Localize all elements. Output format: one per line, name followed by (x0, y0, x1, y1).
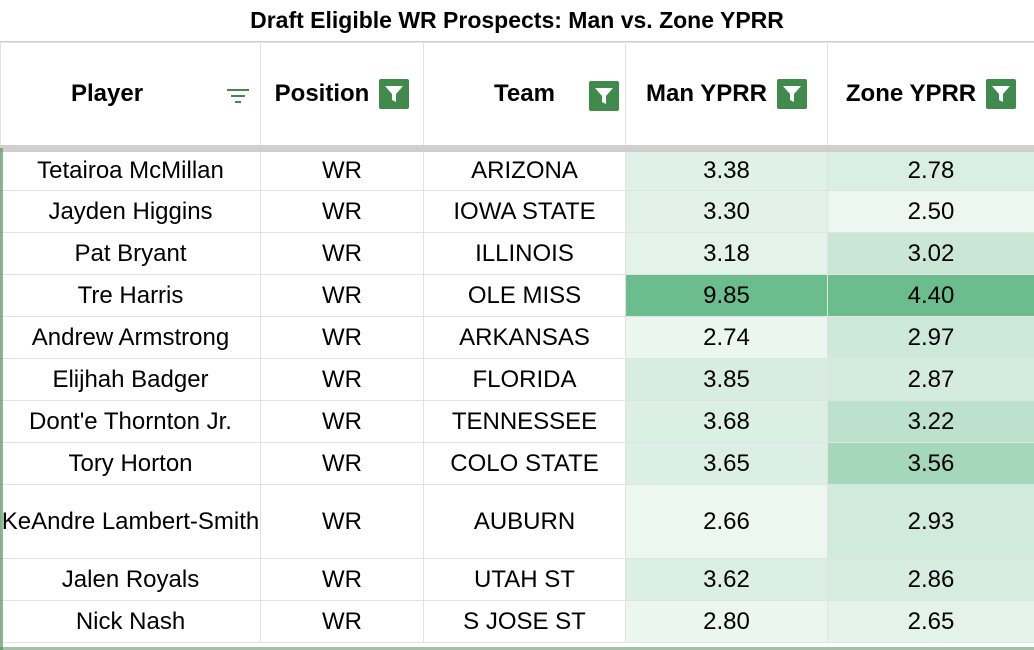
cell-man-yprr[interactable]: 3.30 (625, 190, 828, 233)
cell-zone-yprr[interactable]: 2.93 (827, 484, 1034, 559)
cell-position[interactable]: WR (260, 274, 424, 317)
cell-zone-yprr[interactable]: 4.40 (827, 274, 1034, 317)
cell-team[interactable]: IOWA STATE (423, 190, 626, 233)
cell-team[interactable]: FLORIDA (423, 358, 626, 401)
cell-position[interactable]: WR (260, 600, 424, 643)
cell-team[interactable]: S JOSE ST (423, 600, 626, 643)
cell-team[interactable]: OLE MISS (423, 274, 626, 317)
sheet-title: Draft Eligible WR Prospects: Man vs. Zon… (0, 0, 1034, 42)
cell-position[interactable]: WR (260, 232, 424, 275)
cell-man-yprr[interactable]: 3.68 (625, 400, 828, 443)
cell-zone-yprr[interactable]: 2.87 (827, 358, 1034, 401)
cell-player[interactable]: KeAndre Lambert-Smith (0, 484, 261, 559)
header-position-label: Position (274, 80, 370, 107)
filter-icon[interactable] (776, 79, 807, 109)
table-row: Andrew Armstrong WR ARKANSAS 2.74 2.97 (0, 316, 1034, 359)
filter-icon[interactable] (379, 79, 410, 109)
table-row: Dont'e Thornton Jr. WR TENNESSEE 3.68 3.… (0, 400, 1034, 443)
cell-man-yprr[interactable]: 9.85 (625, 274, 828, 317)
cell-team[interactable]: ARKANSAS (423, 316, 626, 359)
table-row: Elijhah Badger WR FLORIDA 3.85 2.87 (0, 358, 1034, 401)
header-position[interactable]: Position (260, 42, 424, 152)
cell-man-yprr[interactable]: 3.38 (625, 148, 828, 191)
cell-player[interactable]: Nick Nash (0, 600, 261, 643)
frozen-edge-indicator (0, 148, 3, 650)
table-row: Pat Bryant WR ILLINOIS 3.18 3.02 (0, 232, 1034, 275)
cell-position[interactable]: WR (260, 190, 424, 233)
sort-lines-icon[interactable] (226, 86, 250, 106)
header-zone-yprr[interactable]: Zone YPRR (827, 42, 1034, 152)
cell-position[interactable]: WR (260, 400, 424, 443)
cell-man-yprr[interactable]: 3.62 (625, 558, 828, 601)
table-bottom-border (0, 647, 1034, 650)
cell-position[interactable]: WR (260, 358, 424, 401)
filter-icon[interactable] (986, 79, 1017, 109)
cell-team[interactable]: AUBURN (423, 484, 626, 559)
cell-zone-yprr[interactable]: 2.78 (827, 148, 1034, 191)
cell-position[interactable]: WR (260, 442, 424, 485)
table-row: Tre Harris WR OLE MISS 9.85 4.40 (0, 274, 1034, 317)
cell-player[interactable]: Andrew Armstrong (0, 316, 261, 359)
cell-player[interactable]: Pat Bryant (0, 232, 261, 275)
cell-team[interactable]: ARIZONA (423, 148, 626, 191)
cell-man-yprr[interactable]: 3.65 (625, 442, 828, 485)
table-row: Tory Horton WR COLO STATE 3.65 3.56 (0, 442, 1034, 485)
cell-position[interactable]: WR (260, 316, 424, 359)
cell-position[interactable]: WR (260, 484, 424, 559)
cell-zone-yprr[interactable]: 3.56 (827, 442, 1034, 485)
header-team-label: Team (494, 80, 555, 107)
cell-zone-yprr[interactable]: 2.50 (827, 190, 1034, 233)
table-row: Jalen Royals WR UTAH ST 3.62 2.86 (0, 558, 1034, 601)
cell-zone-yprr[interactable]: 2.97 (827, 316, 1034, 359)
cell-player[interactable]: Dont'e Thornton Jr. (0, 400, 261, 443)
cell-position[interactable]: WR (260, 148, 424, 191)
header-player[interactable]: Player (0, 42, 261, 152)
cell-team[interactable]: ILLINOIS (423, 232, 626, 275)
prospects-table: Player Position (0, 42, 1034, 643)
header-man-yprr[interactable]: Man YPRR (625, 42, 828, 152)
cell-team[interactable]: TENNESSEE (423, 400, 626, 443)
cell-man-yprr[interactable]: 2.80 (625, 600, 828, 643)
cell-man-yprr[interactable]: 3.85 (625, 358, 828, 401)
cell-man-yprr[interactable]: 2.66 (625, 484, 828, 559)
table-row: Nick Nash WR S JOSE ST 2.80 2.65 (0, 600, 1034, 643)
cell-position[interactable]: WR (260, 558, 424, 601)
cell-man-yprr[interactable]: 2.74 (625, 316, 828, 359)
cell-team[interactable]: UTAH ST (423, 558, 626, 601)
header-team[interactable]: Team (423, 42, 626, 152)
header-zone-label: Zone YPRR (845, 80, 977, 107)
cell-player[interactable]: Elijhah Badger (0, 358, 261, 401)
table-row: KeAndre Lambert-Smith WR AUBURN 2.66 2.9… (0, 484, 1034, 559)
cell-zone-yprr[interactable]: 3.02 (827, 232, 1034, 275)
cell-player[interactable]: Tory Horton (0, 442, 261, 485)
filter-icon[interactable] (589, 81, 619, 111)
cell-zone-yprr[interactable]: 2.65 (827, 600, 1034, 643)
header-man-label: Man YPRR (646, 80, 767, 107)
table-row: Tetairoa McMillan WR ARIZONA 3.38 2.78 (0, 148, 1034, 191)
cell-zone-yprr[interactable]: 2.86 (827, 558, 1034, 601)
header-row: Player Position (0, 42, 1034, 152)
cell-player[interactable]: Tre Harris (0, 274, 261, 317)
cell-player[interactable]: Tetairoa McMillan (0, 148, 261, 191)
cell-player[interactable]: Jayden Higgins (0, 190, 261, 233)
header-player-label: Player (71, 80, 144, 107)
cell-team[interactable]: COLO STATE (423, 442, 626, 485)
cell-player[interactable]: Jalen Royals (0, 558, 261, 601)
cell-man-yprr[interactable]: 3.18 (625, 232, 828, 275)
table-row: Jayden Higgins WR IOWA STATE 3.30 2.50 (0, 190, 1034, 233)
cell-zone-yprr[interactable]: 3.22 (827, 400, 1034, 443)
